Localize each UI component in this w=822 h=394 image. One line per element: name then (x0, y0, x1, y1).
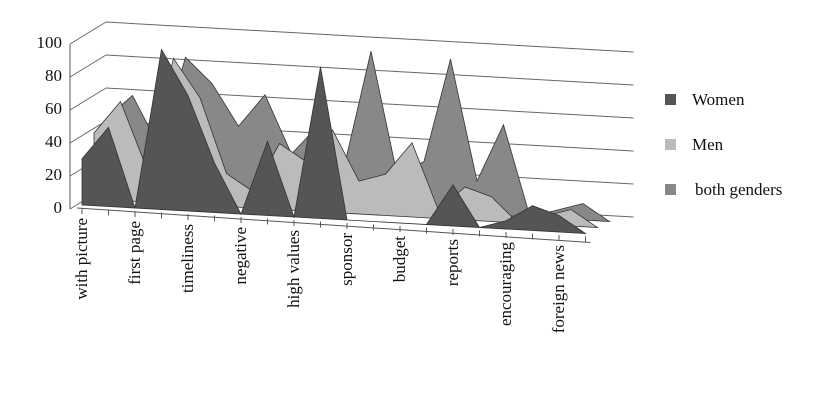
grid-line (105, 21, 634, 53)
x-tick-label: negative (231, 227, 250, 285)
y-tick-label: 100 (37, 33, 63, 52)
area (81, 48, 587, 234)
legend-swatch (665, 94, 676, 105)
y-tick-label: 60 (45, 99, 62, 118)
x-tick-label: timeliness (178, 224, 197, 293)
y-tick-label: 20 (45, 165, 62, 184)
legend-label: Men (692, 135, 724, 154)
legend-swatch (665, 184, 676, 195)
y-tick-label: 80 (45, 66, 62, 85)
grid-line (69, 21, 107, 45)
x-tick-label: reports (443, 239, 462, 286)
x-tick-label: encouraging (496, 242, 515, 327)
x-tick-label: with picture (72, 218, 91, 300)
legend-swatch (665, 139, 676, 150)
axis-line (76, 207, 591, 243)
y-tick-label: 0 (54, 198, 63, 217)
y-tick-label: 40 (45, 132, 62, 151)
legend-label: Women (692, 90, 745, 109)
legend-label: both genders (695, 180, 782, 199)
x-tick-label: budget (390, 236, 409, 283)
grid-line (69, 54, 107, 78)
grid-line (69, 87, 107, 111)
x-tick-label: high values (284, 230, 303, 308)
x-tick-label: sponsor (337, 233, 356, 286)
x-tick-label: foreign news (549, 245, 568, 333)
grid-line (69, 120, 107, 144)
x-tick-label: first page (125, 221, 144, 285)
